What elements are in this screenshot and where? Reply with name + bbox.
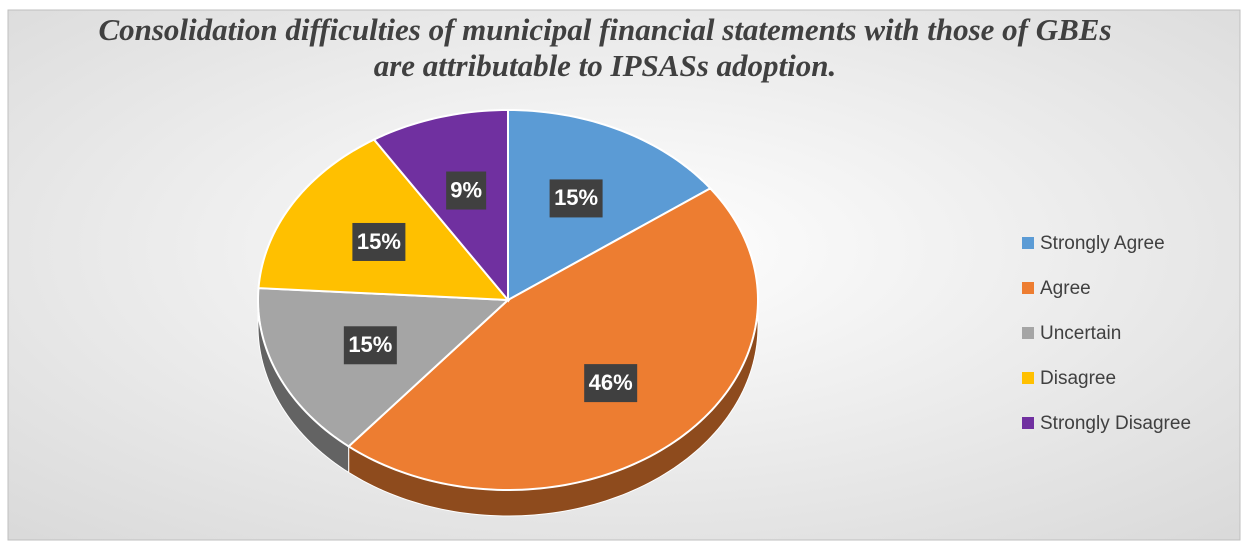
pie-slice <box>346 187 759 491</box>
data-label-box <box>584 364 638 403</box>
legend-label: Disagree <box>1040 368 1116 389</box>
chart-title: Consolidation difficulties of municipal … <box>98 12 1112 83</box>
legend-swatch <box>1022 282 1034 294</box>
data-label: 15% <box>554 185 598 210</box>
legend-swatch <box>1022 237 1034 249</box>
data-label: 9% <box>450 177 482 202</box>
legend-label: Strongly Disagree <box>1040 413 1191 434</box>
data-label-box <box>343 326 397 365</box>
data-label: 15% <box>357 229 401 254</box>
pie-slice <box>257 138 511 302</box>
data-label-box <box>549 179 603 218</box>
legend-label: Uncertain <box>1040 323 1121 344</box>
data-label: 46% <box>589 370 633 395</box>
data-label: 15% <box>348 332 392 357</box>
pie-slice <box>257 287 511 448</box>
pie-slice <box>507 108 712 302</box>
legend-label: Strongly Agree <box>1040 233 1165 254</box>
pie-slice <box>372 108 509 303</box>
legend-swatch <box>1022 417 1034 429</box>
data-label-box <box>352 222 406 261</box>
data-label-box <box>446 171 487 210</box>
legend-label: Agree <box>1040 278 1091 299</box>
legend-swatch <box>1022 327 1034 339</box>
legend-swatch <box>1022 372 1034 384</box>
